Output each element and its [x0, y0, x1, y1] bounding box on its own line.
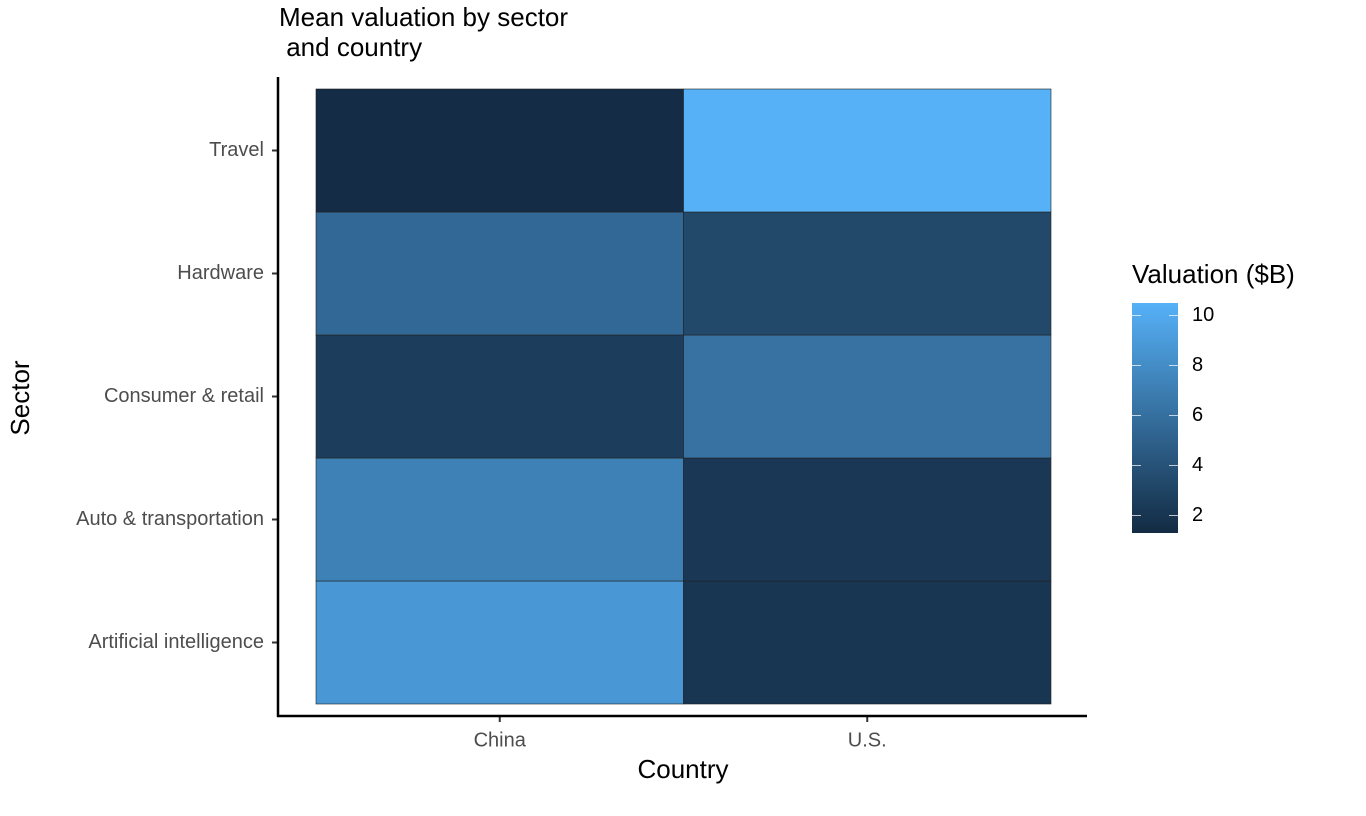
colorbar: [1132, 303, 1178, 533]
legend-tick-label: 4: [1192, 454, 1203, 476]
legend-tick-label: 8: [1192, 354, 1203, 376]
tile: [315, 580, 684, 705]
y-tick-label: Artificial intelligence: [88, 631, 264, 653]
x-tick-label: China: [474, 729, 527, 751]
y-tick-label: Consumer & retail: [104, 385, 264, 407]
tile: [315, 334, 684, 459]
tile: [315, 457, 684, 582]
tile: [683, 334, 1052, 459]
legend-tick-label: 2: [1192, 504, 1203, 526]
tile: [683, 580, 1052, 705]
y-axis-title: Sector: [5, 360, 35, 435]
tile: [683, 88, 1052, 213]
tile: [315, 88, 684, 213]
legend-title: Valuation ($B): [1132, 259, 1295, 289]
y-tick-label: Hardware: [177, 262, 264, 284]
tile: [683, 457, 1052, 582]
x-axis-title: Country: [637, 754, 728, 784]
legend-tick-label: 6: [1192, 404, 1203, 426]
legend-tick-label: 10: [1192, 304, 1214, 326]
tile: [683, 211, 1052, 336]
chart-title: Mean valuation by sector and country: [279, 2, 569, 62]
x-tick-label: U.S.: [848, 729, 887, 751]
y-tick-label: Travel: [209, 139, 264, 161]
tile: [315, 211, 684, 336]
y-tick-label: Auto & transportation: [76, 508, 264, 530]
